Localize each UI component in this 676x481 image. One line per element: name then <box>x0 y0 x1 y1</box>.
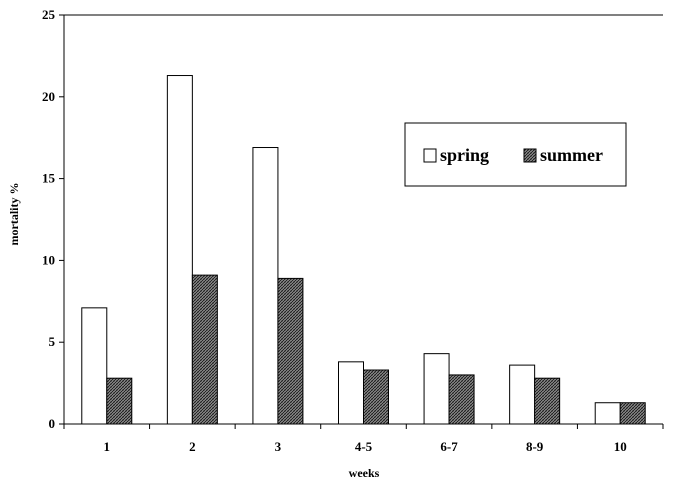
x-tick-label: 2 <box>189 439 196 454</box>
legend: spring summer <box>404 122 627 187</box>
bar-spring-10 <box>594 402 621 425</box>
y-axis: 0 5 10 15 20 25 <box>42 7 663 431</box>
y-tick-label: 5 <box>49 334 56 349</box>
y-tick-label: 20 <box>42 89 55 104</box>
x-axis: 1 2 3 4-5 6-7 8-9 10 <box>63 423 664 454</box>
bar-spring-6-7 <box>423 353 450 425</box>
y-tick-label: 15 <box>42 171 56 186</box>
x-tick-label: 1 <box>104 439 111 454</box>
legend-swatch-summer <box>523 148 537 163</box>
bar-summer-8-9 <box>534 377 561 425</box>
x-tick-label: 6-7 <box>440 439 458 454</box>
bar-spring-2 <box>166 75 193 425</box>
x-tick-label: 3 <box>275 439 282 454</box>
y-tick-label: 10 <box>42 252 55 267</box>
legend-label-spring: spring <box>440 145 489 165</box>
bar-summer-2 <box>191 274 218 425</box>
bars <box>81 75 646 425</box>
x-tick-label: 8-9 <box>526 439 544 454</box>
bar-spring-4-5 <box>338 361 364 425</box>
x-tick-label: 4-5 <box>355 439 373 454</box>
bar-spring-1 <box>81 307 108 425</box>
y-tick-label: 0 <box>49 416 56 431</box>
bar-summer-10 <box>619 402 646 425</box>
y-axis-label: mortality % <box>7 183 21 246</box>
bar-summer-3 <box>277 277 304 425</box>
y-tick-label: 25 <box>42 7 56 22</box>
bar-spring-8-9 <box>509 364 536 425</box>
bar-summer-6-7 <box>448 374 475 425</box>
x-axis-label: weeks <box>349 466 380 480</box>
x-tick-label: 10 <box>614 439 627 454</box>
legend-box <box>404 122 627 187</box>
bar-spring-3 <box>252 147 279 425</box>
legend-label-summer: summer <box>540 145 603 165</box>
legend-swatch-spring <box>423 148 437 163</box>
bar-summer-4-5 <box>363 369 389 425</box>
bar-summer-1 <box>106 377 133 425</box>
